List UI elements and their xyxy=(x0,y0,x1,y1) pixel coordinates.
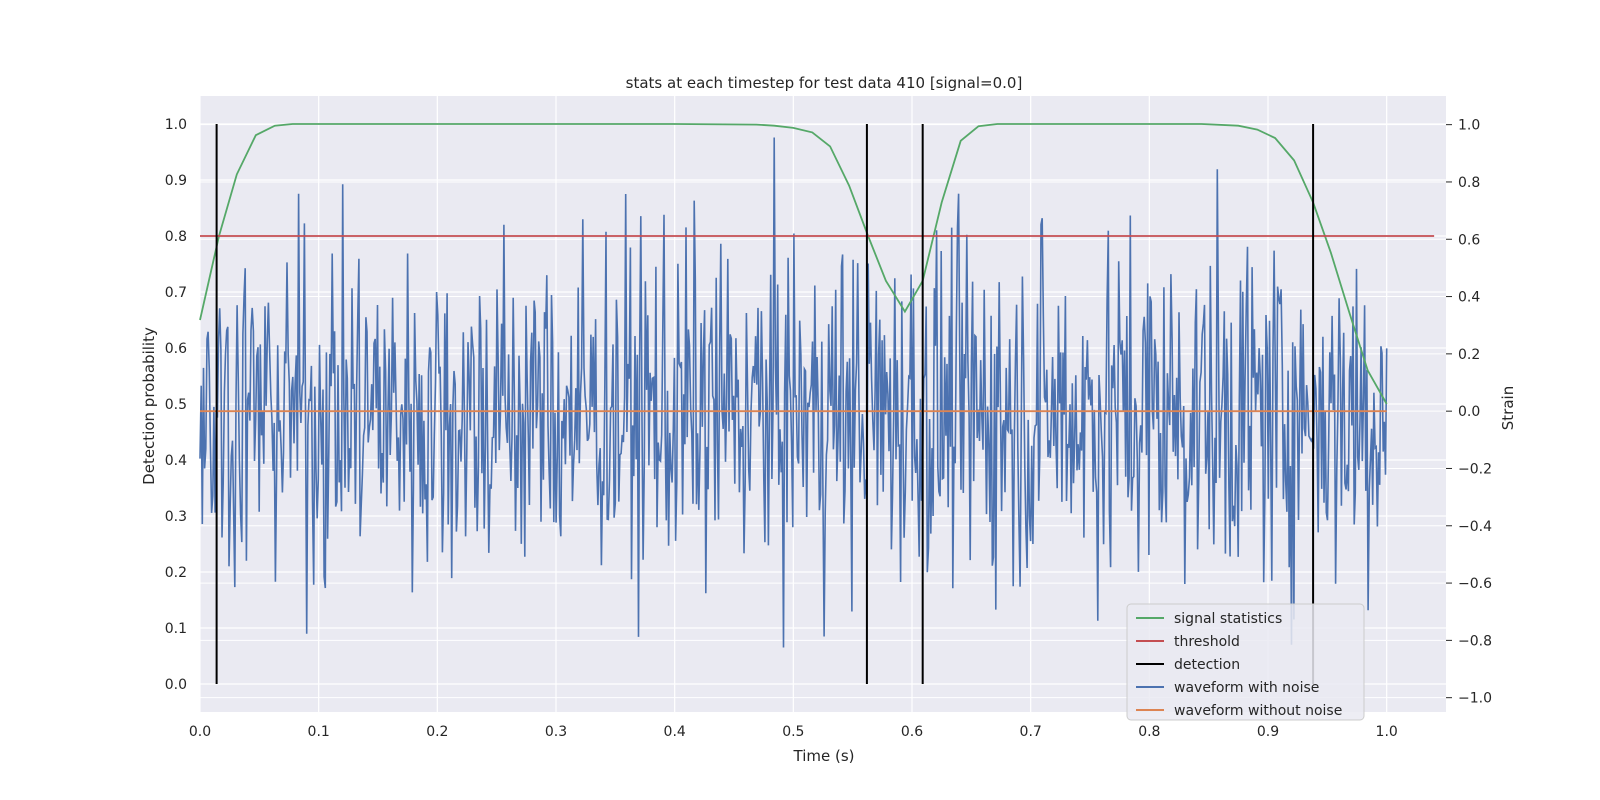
y-right-tick-label: 0.0 xyxy=(1458,404,1480,420)
y-left-axis-label: Detection probability xyxy=(140,327,158,485)
legend-label: signal statistics xyxy=(1174,611,1282,627)
x-axis-ticks: 0.0 0.1 0.2 0.3 0.4 0.5 0.6 0.7 0.8 0.9 1.0 xyxy=(189,724,1398,740)
y-right-tick-label: 0.2 xyxy=(1458,347,1480,363)
y-left-tick-label: 0.4 xyxy=(165,453,187,469)
x-tick-label: 0.6 xyxy=(901,724,923,740)
y-left-tick-label: 0.8 xyxy=(165,229,187,245)
chart-title: stats at each timestep for test data 410… xyxy=(626,74,1023,92)
y-right-tick-label: −1.0 xyxy=(1458,691,1492,707)
x-tick-label: 1.0 xyxy=(1376,724,1398,740)
y-right-axis-ticks: −1.0 −0.8 −0.6 −0.4 −0.2 0.0 0.2 0.4 0.6 0.8 1.0 xyxy=(1446,118,1492,707)
y-left-tick-label: 0.2 xyxy=(165,565,187,581)
y-right-tick-label: 0.4 xyxy=(1458,290,1480,306)
waveform-with-noise-layer xyxy=(199,137,1388,648)
x-tick-label: 0.3 xyxy=(545,724,567,740)
y-right-tick-label: −0.2 xyxy=(1458,461,1492,477)
legend: signal statistics threshold detection wavef… xyxy=(1126,603,1365,721)
legend-label: waveform with noise xyxy=(1174,680,1319,696)
y-left-tick-label: 0.7 xyxy=(165,285,187,301)
x-tick-label: 0.0 xyxy=(189,724,211,740)
x-tick-label: 0.1 xyxy=(308,724,330,740)
x-tick-label: 0.7 xyxy=(1020,724,1042,740)
y-left-tick-label: 0.1 xyxy=(165,621,187,637)
x-tick-label: 0.9 xyxy=(1257,724,1279,740)
y-right-tick-label: 0.8 xyxy=(1458,175,1480,191)
legend-box xyxy=(1126,603,1365,721)
legend-label: detection xyxy=(1174,657,1240,673)
signal-statistics-layer xyxy=(199,123,1388,405)
y-right-tick-label: 1.0 xyxy=(1458,118,1480,134)
y-left-tick-label: 0.5 xyxy=(165,397,187,413)
y-right-tick-label: −0.4 xyxy=(1458,519,1492,535)
waveform-with-noise-line xyxy=(199,137,1388,648)
x-tick-label: 0.8 xyxy=(1138,724,1160,740)
y-left-tick-label: 1.0 xyxy=(165,117,187,133)
x-axis-label: Time (s) xyxy=(793,747,855,765)
y-left-tick-label: 0.6 xyxy=(165,341,187,357)
y-left-axis-ticks: 0.0 0.1 0.2 0.3 0.4 0.5 0.6 0.7 0.8 0.9 1.0 xyxy=(165,117,187,693)
legend-label: threshold xyxy=(1174,634,1240,650)
y-right-tick-label: −0.6 xyxy=(1458,576,1492,592)
y-left-tick-label: 0.3 xyxy=(165,509,187,525)
x-tick-label: 0.5 xyxy=(782,724,804,740)
y-right-axis-label: Strain xyxy=(1499,386,1517,430)
y-right-tick-label: 0.6 xyxy=(1458,232,1480,248)
detection-layer xyxy=(215,124,1315,684)
x-tick-label: 0.2 xyxy=(426,724,448,740)
y-left-tick-label: 0.0 xyxy=(165,677,187,693)
legend-label: waveform without noise xyxy=(1174,703,1342,719)
signal-statistics-line xyxy=(199,123,1388,405)
x-tick-label: 0.4 xyxy=(664,724,686,740)
y-right-tick-label: −0.8 xyxy=(1458,633,1492,649)
y-left-tick-label: 0.9 xyxy=(165,173,187,189)
